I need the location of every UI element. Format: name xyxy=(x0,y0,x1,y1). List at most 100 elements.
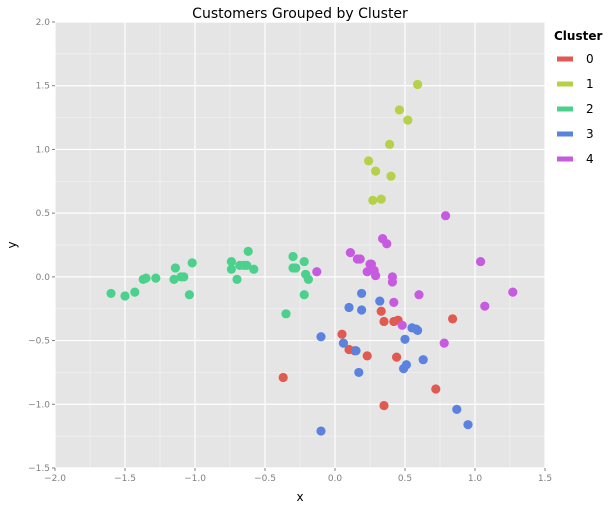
data-point-cluster-3 xyxy=(418,355,428,365)
data-point-cluster-1 xyxy=(413,79,423,90)
data-point-cluster-0 xyxy=(379,400,389,411)
y-axis-title: y xyxy=(5,241,19,248)
data-point-cluster-2 xyxy=(226,256,236,267)
data-point-cluster-3 xyxy=(399,364,409,374)
data-point-cluster-4 xyxy=(480,301,490,311)
x-tick-label: 0.0 xyxy=(328,474,343,484)
data-point-cluster-1 xyxy=(364,156,374,166)
data-point-cluster-3 xyxy=(338,338,348,348)
y-tick-label: 0.5 xyxy=(36,209,50,219)
data-point-cluster-2 xyxy=(226,264,236,274)
major-gridlines xyxy=(54,21,546,469)
data-point-cluster-3 xyxy=(375,296,385,306)
x-tick-label: 1.5 xyxy=(538,474,552,484)
data-point-cluster-1 xyxy=(368,195,378,205)
y-tick-labels: −1.5 −1.0 −0.5 0.0 0.5 1.0 1.5 2.0 xyxy=(28,18,50,474)
data-point-cluster-1 xyxy=(403,115,413,125)
y-tick-label: −1.0 xyxy=(28,400,50,410)
data-point-cluster-3 xyxy=(351,346,361,356)
legend-label: 0 xyxy=(586,52,594,66)
data-point-cluster-3 xyxy=(400,334,410,344)
data-point-cluster-2 xyxy=(299,290,309,300)
data-point-cluster-0 xyxy=(376,306,386,316)
data-point-cluster-4 xyxy=(371,270,381,281)
x-tick-label: 0.5 xyxy=(398,474,412,484)
data-point-cluster-2 xyxy=(288,251,298,262)
y-tick-label: 0.0 xyxy=(36,273,51,283)
data-point-cluster-3 xyxy=(463,420,473,430)
data-point-cluster-3 xyxy=(316,332,326,342)
data-point-cluster-0 xyxy=(431,384,441,394)
legend-items: 0 1 2 3 4 xyxy=(554,48,594,170)
data-point-cluster-0 xyxy=(379,316,389,327)
data-point-cluster-2 xyxy=(120,291,130,301)
data-point-cluster-2 xyxy=(299,256,309,267)
data-point-cluster-2 xyxy=(243,246,253,256)
y-tick-label: 1.5 xyxy=(36,82,50,92)
x-tick-label: −2.0 xyxy=(44,474,66,484)
data-point-cluster-4 xyxy=(397,320,407,330)
data-point-cluster-2 xyxy=(151,273,161,283)
data-point-cluster-1 xyxy=(385,139,395,149)
data-point-cluster-4 xyxy=(441,211,451,221)
minor-gridlines xyxy=(55,22,545,468)
data-point-cluster-2 xyxy=(141,273,151,283)
data-point-cluster-4 xyxy=(439,338,449,348)
data-point-cluster-2 xyxy=(303,274,313,285)
data-point-cluster-4 xyxy=(362,267,372,277)
data-point-cluster-2 xyxy=(184,290,194,300)
data-point-cluster-1 xyxy=(386,171,396,181)
data-point-cluster-0 xyxy=(392,352,402,362)
x-tick-label: 1.0 xyxy=(468,474,483,484)
y-tick-label: 2.0 xyxy=(36,18,51,28)
data-point-cluster-3 xyxy=(344,302,354,313)
data-point-cluster-3 xyxy=(316,426,326,436)
data-point-cluster-2 xyxy=(106,288,116,299)
x-tick-labels: −2.0 −1.5 −1.0 −0.5 0.0 0.5 1.0 1.5 xyxy=(44,474,552,484)
legend-title: Cluster xyxy=(554,29,602,43)
data-point-cluster-1 xyxy=(376,194,386,204)
legend: Cluster 0 1 2 3 4 xyxy=(554,29,602,170)
data-point-cluster-3 xyxy=(357,288,367,299)
legend-label: 4 xyxy=(586,152,594,166)
data-point-cluster-2 xyxy=(291,263,301,273)
data-point-cluster-2 xyxy=(281,309,291,319)
axis-ticks xyxy=(52,21,546,471)
data-point-cluster-3 xyxy=(452,404,462,414)
data-point-cluster-2 xyxy=(187,258,197,268)
data-point-cluster-1 xyxy=(371,166,381,176)
x-tick-label: −0.5 xyxy=(254,474,276,484)
data-point-cluster-3 xyxy=(413,325,423,335)
data-point-cluster-2 xyxy=(169,274,179,285)
data-point-cluster-1 xyxy=(394,105,404,115)
data-points xyxy=(106,79,518,436)
x-tick-label: −1.0 xyxy=(184,474,206,484)
data-point-cluster-4 xyxy=(414,290,424,300)
y-tick-label: −1.5 xyxy=(28,464,50,474)
data-point-cluster-2 xyxy=(130,287,140,297)
data-point-cluster-2 xyxy=(179,272,189,282)
data-point-cluster-4 xyxy=(312,267,322,277)
data-point-cluster-4 xyxy=(476,256,486,267)
legend-label: 3 xyxy=(586,127,594,141)
y-tick-label: 1.0 xyxy=(36,145,51,155)
chart-title: Customers Grouped by Cluster xyxy=(192,6,408,22)
data-point-cluster-3 xyxy=(357,305,367,315)
x-tick-label: −1.5 xyxy=(114,474,136,484)
data-point-cluster-0 xyxy=(337,329,347,339)
data-point-cluster-0 xyxy=(278,372,288,383)
y-tick-label: −0.5 xyxy=(28,337,50,347)
data-point-cluster-2 xyxy=(242,260,252,270)
data-point-cluster-4 xyxy=(389,297,399,307)
data-point-cluster-4 xyxy=(355,254,365,264)
data-point-cluster-2 xyxy=(170,263,180,273)
data-point-cluster-0 xyxy=(362,351,372,361)
data-point-cluster-4 xyxy=(387,277,397,287)
data-point-cluster-0 xyxy=(448,314,458,324)
legend-label: 1 xyxy=(586,77,594,91)
data-point-cluster-3 xyxy=(354,367,364,378)
data-point-cluster-4 xyxy=(508,287,518,297)
legend-label: 2 xyxy=(586,102,594,116)
data-point-cluster-4 xyxy=(382,239,392,249)
